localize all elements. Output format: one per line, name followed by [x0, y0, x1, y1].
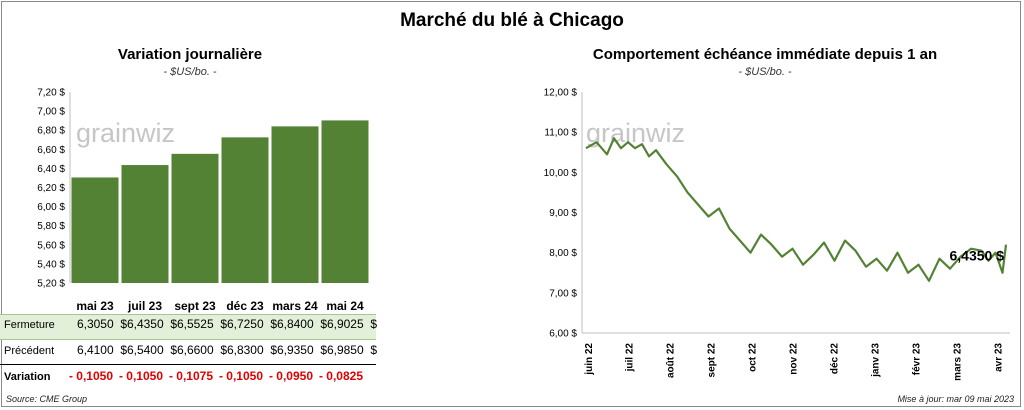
bar-y-tick-label: 5,40 $ — [37, 259, 65, 270]
fermeture-row-bg — [0, 314, 376, 340]
line-x-tick-label: mars 23 — [952, 343, 963, 381]
table-cell: 6,9025 $ — [326, 317, 377, 331]
bar-category-label: mai 23 — [76, 299, 114, 313]
table-cell: 6,5400 $ — [126, 343, 177, 357]
table-row-label: Précédent — [4, 345, 55, 357]
bar-chart-subtitle: - $US/bo. - — [163, 66, 217, 78]
table-cell: 6,8400 $ — [276, 317, 327, 331]
line-y-tick-label: 7,00 $ — [549, 288, 577, 299]
last-price-label: 6,4350 $ — [950, 248, 1005, 264]
table-cell: - 0,1050 — [118, 369, 164, 383]
table-cell: 6,3050 $ — [76, 317, 127, 331]
bar-3 — [221, 137, 269, 283]
bar-category-label: mars 24 — [272, 299, 318, 313]
line-x-tick-label: août 22 — [666, 343, 677, 378]
bar-y-tick-label: 6,60 $ — [37, 145, 65, 156]
bar-category-label: sept 23 — [174, 299, 216, 313]
line-x-tick-label: févr 23 — [911, 343, 922, 376]
bar-chart-title: Variation journalière — [117, 46, 263, 63]
bar-2 — [171, 153, 219, 283]
table-cell: - 0,0950 — [268, 369, 314, 383]
table-cell: - 0,1075 — [168, 369, 214, 383]
bar-chart: 5,20 $ 5,40 $ 5,60 $ 5,80 $ 6,00 $ 6,20 $ 6,40… — [37, 88, 369, 313]
bar-category-label: déc 23 — [226, 299, 264, 313]
line-y-tick-label: 8,00 $ — [549, 248, 577, 259]
table-row-label: Fermeture — [4, 319, 55, 331]
line-x-tick-label: déc 22 — [829, 343, 840, 375]
bar-y-tick-label: 6,80 $ — [37, 126, 65, 137]
bar-y-tick-label: 7,00 $ — [37, 107, 65, 118]
bar-y-tick-label: 7,20 $ — [37, 88, 65, 99]
bar-1 — [121, 165, 169, 283]
table-row-label: Variation — [4, 371, 51, 383]
line-y-tick-label: 10,00 $ — [544, 168, 578, 179]
bar-y-tick-label: 5,80 $ — [37, 221, 65, 232]
table-cell: 6,9850 $ — [326, 343, 377, 357]
bar-y-tick-label: 6,20 $ — [37, 183, 65, 194]
table-cell: 6,4350 $ — [126, 317, 177, 331]
bar-y-tick-label: 5,60 $ — [37, 240, 65, 251]
line-y-tick-label: 9,00 $ — [549, 208, 577, 219]
line-x-tick-label: juin 22 — [584, 343, 595, 376]
table-cell: 6,7250 $ — [226, 317, 277, 331]
line-chart: 6,00 $ 7,00 $ 8,00 $ 9,00 $ 10,00 $ 11,00 $ 12… — [544, 88, 1010, 381]
bar-y-tick-label: 5,20 $ — [37, 279, 65, 290]
price-line-series — [585, 137, 1008, 282]
line-x-tick-label: janv 23 — [870, 343, 881, 378]
line-chart-subtitle: - $US/bo. - — [738, 66, 792, 78]
bar-y-tick-label: 6,00 $ — [37, 202, 65, 213]
table-cell: - 0,1050 — [68, 369, 114, 383]
table-cell: - 0,0825 — [318, 369, 364, 383]
table-cell: 6,9350 $ — [276, 343, 327, 357]
table-divider — [0, 364, 376, 365]
bar-category-label: juil 23 — [127, 299, 162, 313]
bar-category-label: mai 24 — [326, 299, 364, 313]
watermark-logo-left: grainwiz — [76, 118, 175, 148]
line-chart-title: Comportement échéance immédiate depuis 1… — [592, 46, 938, 63]
line-x-tick-label: sept 22 — [707, 343, 718, 378]
table-cell: 6,4100 $ — [76, 343, 127, 357]
line-x-tick-label: nov 22 — [789, 343, 800, 375]
source-note: Source: CME Group — [6, 394, 88, 404]
line-x-tick-label: oct 22 — [748, 343, 759, 372]
bar-5 — [321, 120, 369, 283]
table-cell: - 0,1050 — [218, 369, 264, 383]
bar-4 — [271, 126, 319, 283]
line-x-tick-label: avr 23 — [993, 343, 1004, 372]
bar-y-tick-label: 6,40 $ — [37, 164, 65, 175]
watermark-logo-right: grainwiz — [586, 118, 685, 148]
table-cell: 6,5525 $ — [176, 317, 227, 331]
line-y-tick-label: 12,00 $ — [544, 88, 578, 99]
table-cell: 6,6600 $ — [176, 343, 227, 357]
update-note: Mise à jour: mar 09 mai 2023 — [897, 394, 1014, 404]
line-y-tick-label: 11,00 $ — [544, 128, 577, 139]
bar-0 — [71, 177, 119, 283]
line-y-tick-label: 6,00 $ — [549, 329, 577, 340]
table-cell: 6,8300 $ — [226, 343, 277, 357]
main-title: Marché du blé à Chicago — [400, 10, 624, 31]
line-x-tick-label: juil 22 — [625, 343, 636, 373]
